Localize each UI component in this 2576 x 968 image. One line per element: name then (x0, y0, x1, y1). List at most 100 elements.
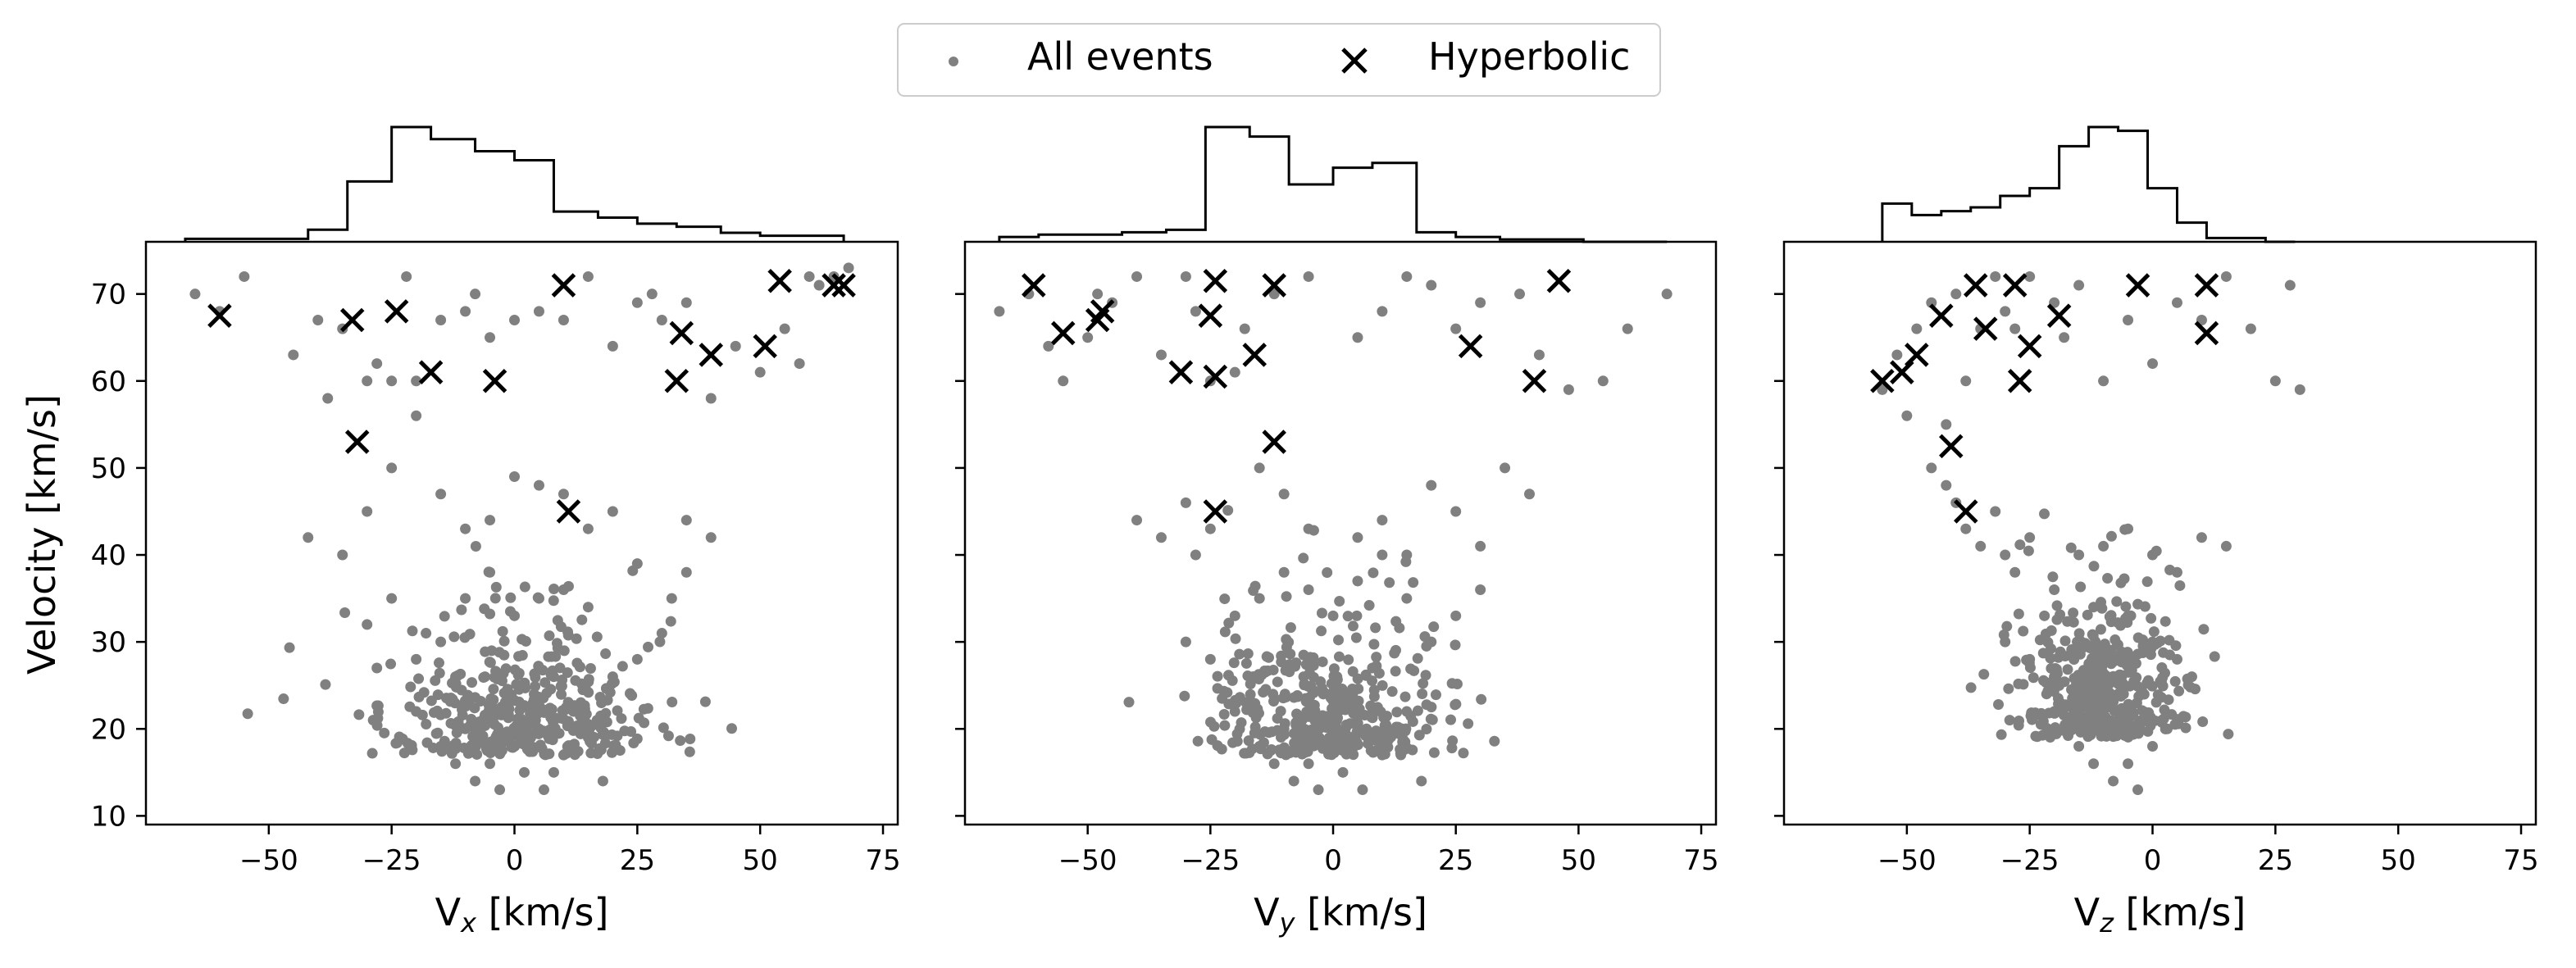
x-tick-label: 0 (506, 844, 524, 877)
all-events-point (517, 701, 529, 712)
hyperbolic-point (1939, 434, 1964, 459)
all-events-point (616, 713, 627, 725)
all-events-point (2073, 549, 2085, 561)
all-events-point (1303, 758, 1314, 770)
all-events-point (2152, 689, 2164, 701)
all-events-point (2171, 297, 2182, 308)
all-events-point (545, 669, 557, 680)
hyperbolic-point-stroke (1546, 268, 1572, 293)
all-events-point (666, 593, 677, 604)
all-events-point (575, 661, 586, 673)
all-events-point (524, 729, 535, 740)
hyperbolic-point (1546, 268, 1572, 293)
hyperbolic-point (384, 299, 409, 324)
all-events-point (2139, 707, 2150, 718)
hyperbolic-point-stroke (1262, 273, 1286, 298)
all-events-point (2075, 581, 2087, 593)
hyperbolic-points (1022, 268, 1572, 524)
all-events-point (372, 707, 384, 718)
all-events-point (813, 279, 825, 291)
all-events-point (1082, 332, 1094, 343)
all-events-point (1315, 676, 1327, 688)
all-events-point (2102, 573, 2114, 584)
all-events-point (1308, 652, 1319, 663)
all-events-point (541, 688, 553, 699)
all-events-point (435, 742, 446, 753)
all-events-point (2108, 775, 2119, 787)
all-events-point (485, 758, 496, 770)
hyperbolic-point-stroke (1203, 499, 1228, 524)
all-events-point (2123, 315, 2134, 326)
all-events-point (2146, 643, 2157, 655)
panel-2: −50 −25 0 25 50 75 Vy [km/s] (955, 125, 1719, 938)
all-events-point (794, 358, 805, 370)
all-events-point (646, 289, 658, 300)
all-events-point (2023, 545, 2034, 557)
y-tick-label: 40 (91, 539, 126, 572)
all-events-point (1244, 747, 1255, 758)
all-events-point (1192, 735, 1204, 747)
all-events-point (1217, 693, 1228, 704)
legend: All events Hyperbolic (897, 23, 1661, 97)
all-events-point (1421, 724, 1432, 735)
all-events-point (1300, 659, 1312, 670)
all-events-point (508, 723, 520, 734)
all-events-point (404, 701, 416, 712)
all-events-point (591, 631, 603, 643)
all-events-point (2037, 716, 2049, 727)
all-events-point (1475, 540, 1486, 552)
all-events-point (2068, 695, 2079, 707)
all-events-point (513, 667, 525, 679)
all-events-point (439, 611, 450, 622)
all-events-point (684, 746, 695, 757)
all-events-point (386, 375, 398, 387)
all-events-point (2156, 662, 2168, 674)
all-events-point (1336, 744, 1348, 756)
x-axis-label-subscript: z (2099, 907, 2114, 938)
all-events-point (639, 717, 650, 729)
all-events-point (1276, 657, 1287, 668)
all-events-point (530, 672, 541, 684)
all-events-point (1352, 532, 1363, 543)
all-events-point (457, 710, 468, 721)
axes-frame (963, 240, 1718, 826)
legend-dot-marker (949, 57, 958, 66)
all-events-point (685, 734, 696, 745)
all-events-point (450, 758, 462, 770)
all-events-point (426, 695, 437, 707)
all-events-point (320, 679, 331, 690)
hyperbolic-point (1203, 268, 1228, 293)
all-events-point (1229, 610, 1240, 621)
all-events-point (626, 690, 638, 702)
hyperbolic-point-stroke (339, 307, 365, 333)
all-events-point (1400, 691, 1411, 702)
all-events-point (2087, 630, 2099, 642)
hyperbolic-point-stroke (1870, 369, 1895, 393)
all-events-point (362, 375, 373, 387)
all-events-point (1475, 297, 1486, 308)
all-events-point (2148, 626, 2160, 638)
all-events-point (1155, 349, 1167, 361)
hyperbolic-point (1022, 273, 1046, 298)
all-events-point (1377, 549, 1388, 561)
all-events-point (1328, 670, 1340, 682)
all-events-point (1337, 766, 1349, 778)
all-events-point (705, 393, 717, 404)
x-axis-label-unit: [km/s] (1295, 890, 1427, 934)
all-events-point (1340, 704, 1351, 716)
all-events-point (432, 727, 444, 738)
hyperbolic-point (1262, 429, 1286, 454)
all-events-point (2115, 577, 2127, 589)
hyperbolic-point-stroke (551, 273, 576, 298)
all-events-point (1333, 634, 1345, 646)
all-events-point (1342, 611, 1354, 622)
hyperbolic-point-stroke (1242, 343, 1267, 367)
all-events-point (561, 748, 572, 759)
all-events-point (1476, 693, 1487, 705)
all-events-point (2013, 678, 2024, 689)
all-events-point (1204, 653, 1216, 665)
all-events-point (656, 628, 667, 639)
all-events-point (1228, 657, 1240, 669)
all-events-point (2066, 644, 2078, 656)
